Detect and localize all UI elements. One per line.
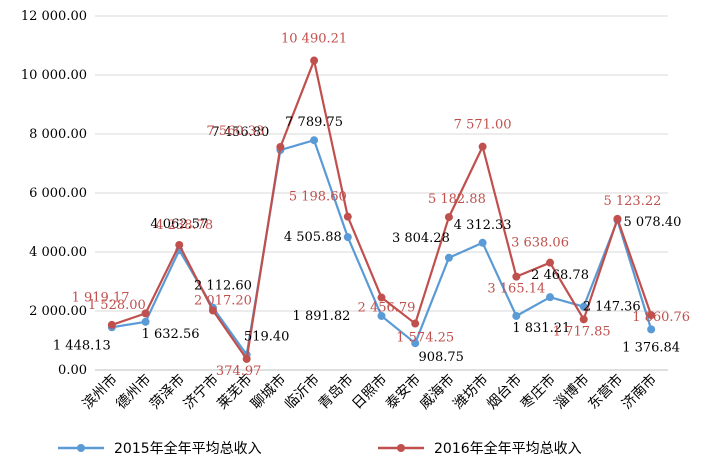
data-label: 1 632.56 [142,327,200,342]
data-label: 1 574.25 [396,331,454,346]
legend-item-2: 2016年全年平均总收入 [378,440,582,457]
y-tick-label: 6 000.00 [29,186,87,201]
data-point [377,311,386,320]
data-point [647,311,656,320]
data-label: 3 804.28 [392,231,450,246]
y-tick-label: 2 000.00 [29,304,87,319]
data-label: 4 238.78 [155,218,213,233]
data-point [310,136,319,145]
data-label: 2 468.78 [531,268,589,283]
data-label: 1 448.13 [53,338,111,353]
x-tick-label: 日照市 [349,371,391,413]
data-point [512,272,521,281]
x-tick-label: 潍坊市 [450,371,492,413]
legend-label: 2016年全年平均总收入 [434,440,582,457]
data-point [175,240,184,249]
data-label: 1 860.76 [632,310,690,325]
x-tick-label: 淄博市 [551,371,593,413]
data-point [343,233,352,242]
data-label: 2 456.79 [358,301,416,316]
legend-label: 2015年全年平均总收入 [114,440,262,457]
data-label: 10 490.21 [281,32,347,47]
legend-item-1: 2015年全年平均总收入 [58,440,262,457]
data-label: 5 198.60 [289,190,347,205]
x-tick-label: 枣庄市 [517,371,559,413]
data-point [411,339,420,348]
data-label: 7 560.33 [206,124,264,139]
data-label: 374.97 [216,364,262,379]
data-point [512,311,521,320]
data-label: 1 891.82 [293,309,351,324]
data-label: 2 147.36 [583,300,641,315]
data-point [377,293,386,302]
y-tick-label: 8 000.00 [29,127,87,142]
data-point [276,142,285,151]
data-label: 4 062.57 [150,217,208,232]
legend-marker [77,444,85,452]
series-2 [107,56,656,363]
data-point [242,354,251,363]
data-point [444,213,453,222]
data-point [546,293,555,302]
data-point [141,309,150,318]
data-point [310,56,319,65]
data-label: 1 376.84 [622,340,680,355]
data-point [141,317,150,326]
data-label: 4 505.88 [284,230,342,245]
data-label: 4 312.33 [454,218,512,233]
x-tick-label: 东营市 [585,371,627,413]
data-label: 5 078.40 [623,215,681,230]
data-point [478,142,487,151]
data-label: 7 456.80 [211,125,269,140]
x-tick-label: 菏泽市 [146,371,188,413]
data-label: 5 123.22 [603,194,661,209]
data-label: 908.75 [418,350,464,365]
y-tick-label: 0.00 [58,363,87,378]
data-point [444,253,453,262]
data-label: 2 112.60 [194,279,252,294]
data-label: 5 182.88 [428,192,486,207]
data-point [411,319,420,328]
data-label: 1 717.85 [553,324,611,339]
x-tick-label: 烟台市 [483,371,525,413]
data-point [613,214,622,223]
y-tick-label: 4 000.00 [29,245,87,260]
data-label: 2 017.20 [194,293,252,308]
data-point [478,238,487,247]
data-point [343,212,352,221]
data-label: 1 919.17 [72,290,130,305]
data-label: 1 528.00 [88,298,146,313]
data-label: 3 638.06 [511,236,569,251]
data-label: 7 789.75 [285,115,343,130]
x-tick-label: 泰安市 [382,371,424,413]
data-label: 7 571.00 [454,118,512,133]
y-tick-label: 10 000.00 [21,68,87,83]
x-tick-label: 威海市 [416,371,458,413]
x-tick-label: 德州市 [113,371,155,413]
data-point [208,306,217,315]
data-point [579,302,588,311]
x-tick-label: 济南市 [618,371,660,413]
y-tick-label: 12 000.00 [21,9,87,24]
data-point [579,315,588,324]
data-label: 519.40 [244,330,290,345]
data-label: 1 831.21 [512,321,570,336]
data-label: 3 165.14 [487,282,545,297]
data-point [107,320,116,329]
x-tick-label: 青岛市 [315,371,357,413]
legend-marker [397,444,405,452]
x-tick-label: 临沂市 [281,371,323,413]
data-point [546,258,555,267]
data-point [647,325,656,334]
